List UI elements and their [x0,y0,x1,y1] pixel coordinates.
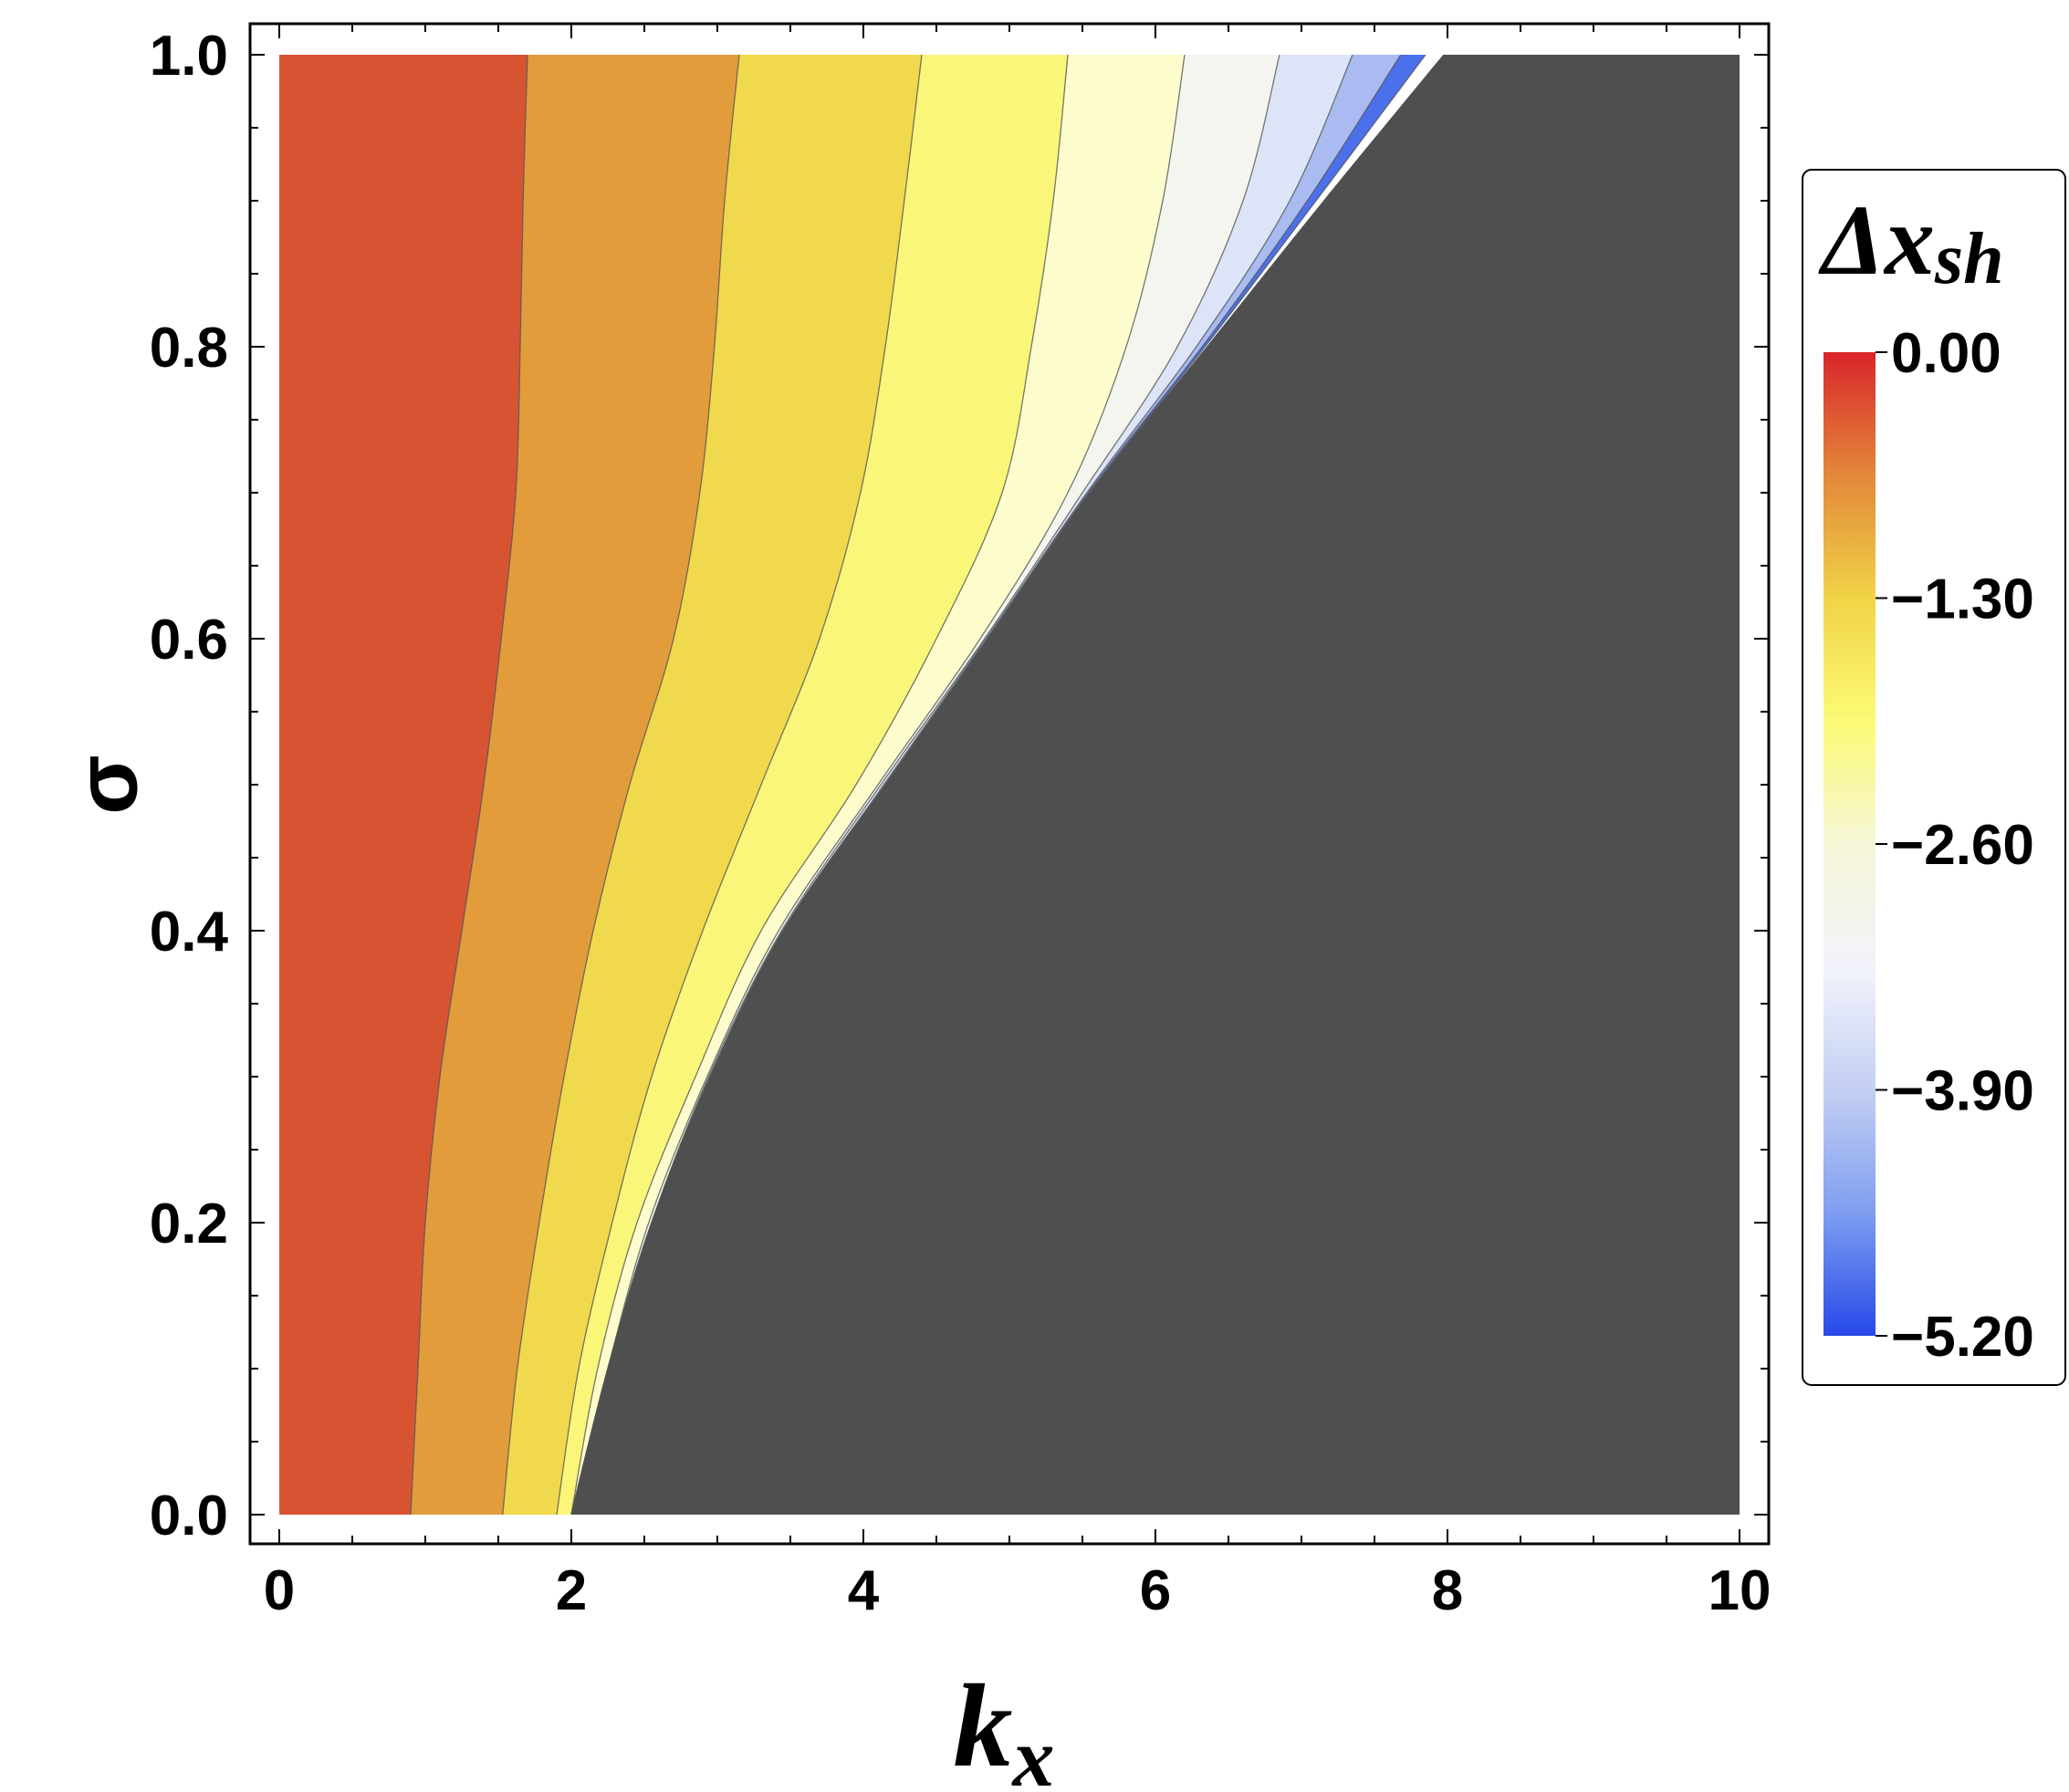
y-axis: 0.0 0.2 0.4 0.6 0.8 1.0 [150,25,1769,1547]
x-tick-label: 8 [1432,1559,1463,1622]
y-axis-label: σ [57,755,155,815]
contour-line [570,55,1186,1515]
x-axis-label: kx [954,1661,1055,1792]
legend-tick-label: 0.00 [1891,322,2001,385]
y-tick-label: 0.4 [150,901,229,964]
legend-tick-label: −5.20 [1891,1306,2034,1369]
undefined-region [571,55,1740,1515]
contour-line [570,55,1069,1515]
contour-line [502,55,740,1515]
x-tick-label: 10 [1708,1559,1771,1622]
legend-title: Δxsh [1818,184,2004,299]
contour-line [410,55,528,1515]
legend-title-sub: sh [1934,219,2004,299]
legend: Δxsh 0.00 −1.30 −2.60 −3.90 −5.20 [1802,169,2066,1386]
legend-tick-label: −2.60 [1891,814,2034,877]
legend-title-main: Δx [1818,184,1935,296]
legend-color-bar [1823,352,1876,1336]
legend-tick-label: −3.90 [1891,1060,2034,1123]
contour-band [279,55,528,1515]
legend-ticks: 0.00 −1.30 −2.60 −3.90 −5.20 [1876,322,2034,1369]
x-axis-label-main: k [954,1661,1013,1792]
x-tick-label: 6 [1140,1559,1171,1622]
x-tick-label: 4 [848,1559,880,1622]
x-tick-label: 0 [264,1559,295,1622]
plot-area [279,55,1740,1515]
y-tick-label: 1.0 [150,25,228,88]
x-axis-label-sub: x [1011,1711,1055,1792]
x-tick-label: 2 [556,1559,587,1622]
contour-line [556,55,923,1515]
contour-bands [279,55,1426,1515]
y-tick-label: 0.2 [150,1193,228,1255]
y-tick-label: 0.6 [150,609,228,672]
y-tick-label: 0.8 [150,317,228,380]
legend-tick-label: −1.30 [1891,568,2034,631]
x-axis: 0 2 4 6 8 10 [264,24,1771,1622]
y-tick-label: 0.0 [150,1485,228,1547]
